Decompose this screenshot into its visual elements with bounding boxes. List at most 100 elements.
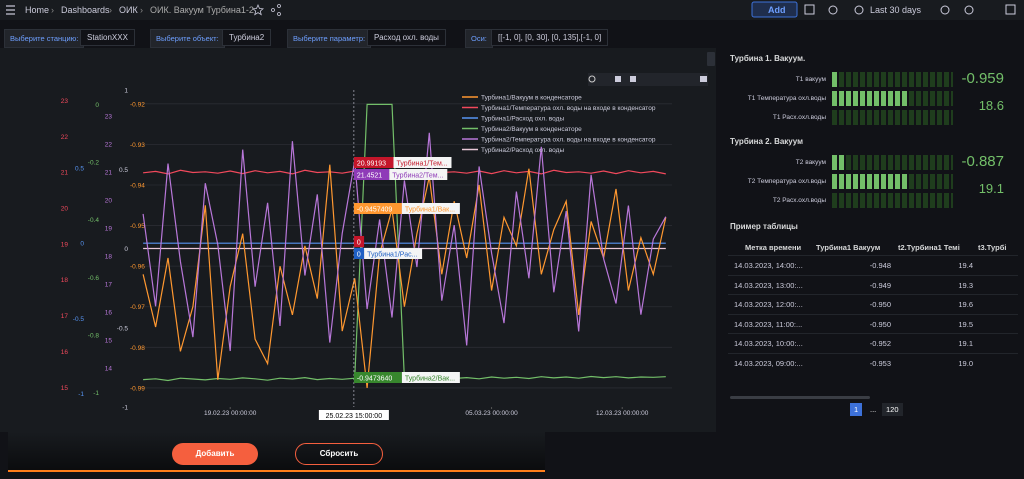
add-button[interactable] [751, 1, 798, 18]
y-tick-label: -0.93 [130, 142, 145, 149]
table-cell: 14.03.2023, 11:00:... [734, 319, 803, 329]
variable-select[interactable]: Расход охл. воды [367, 29, 446, 46]
reset-button[interactable]: Сбросить [295, 443, 383, 465]
table-cell: 14.03.2023, 14:00:... [734, 261, 803, 270]
expand-icon[interactable] [1005, 4, 1016, 15]
crosshair-label: 25.02.23 15:00:00 [326, 413, 383, 420]
table-cell: 19.0 [958, 358, 973, 368]
tool-plus[interactable] [615, 76, 621, 82]
y-tick-label: 16 [105, 309, 113, 316]
y-tick-label: 22 [61, 134, 69, 141]
legend-label: Турбина1/Вакуум в конденсаторе [481, 94, 582, 102]
y-tick-label: -0.6 [88, 275, 100, 282]
table-cell: 14.03.2023, 12:00:... [734, 300, 803, 309]
tooltip-value-bg [353, 248, 365, 259]
gauge-bar [832, 110, 953, 125]
y-tick-label: -0.97 [130, 304, 145, 311]
tooltip-value: 0 [357, 252, 361, 259]
gauge-bar [832, 174, 953, 189]
clock-icon[interactable] [854, 5, 864, 15]
legend-label: Турбина2/Температура охл. воды на входе … [481, 136, 656, 144]
share-icon[interactable] [271, 4, 281, 16]
breadcrumb: ОИК. Вакуум Турбина1-2 [150, 5, 254, 15]
save-icon[interactable] [828, 5, 838, 15]
gauge-fill [832, 72, 837, 87]
table-cell: 19.3 [958, 280, 973, 290]
y-tick-label: -0.98 [130, 345, 145, 352]
refresh-icon[interactable] [964, 5, 974, 15]
page-button[interactable]: ... [870, 405, 877, 414]
y-tick-label: 22 [105, 141, 113, 148]
table-header: t2.Турбина1 Темі [898, 243, 960, 252]
tooltip-value: -0.9473640 [357, 376, 393, 383]
y-tick-label: 19 [105, 225, 113, 232]
variable-select[interactable]: Турбина2 [222, 29, 272, 46]
row-divider [728, 333, 1018, 334]
y-tick-label: 21 [61, 170, 69, 177]
tooltip-name-bg [401, 372, 460, 383]
tooltip-name: Турбина1/Рас... [367, 251, 417, 259]
menu-icon[interactable] [6, 5, 15, 15]
x-tick-label: 19.02.23 00:00:00 [204, 410, 257, 417]
y-tick-label: -0.99 [130, 385, 145, 392]
table-cell: 14.03.2023, 13:00:... [734, 280, 803, 290]
table-cell: -0.950 [869, 300, 891, 309]
add-label[interactable]: Add [768, 5, 786, 15]
table-cell: -0.953 [869, 358, 891, 368]
page-button[interactable]: 1 [850, 403, 863, 416]
breadcrumb[interactable]: Dashboards [61, 5, 110, 15]
legend-label: Турбина1/Температура охл. воды на входе … [481, 104, 656, 112]
variable-input[interactable]: [[-1, 0], [0, 30], [0, 135],[-1, 0] [491, 29, 609, 46]
table-header: Метка времени [745, 243, 802, 252]
sep: › [109, 5, 112, 15]
variable-label: Выберите параметр: [287, 29, 372, 48]
gauge-value: -0.887 [961, 153, 1004, 170]
zoom-out-icon[interactable] [940, 5, 950, 15]
sep: › [51, 5, 54, 15]
gauge-bar [832, 72, 953, 87]
time-range[interactable]: Last 30 days [870, 5, 922, 15]
tooltip-name: Турбина1/Вак... [405, 206, 455, 214]
tool-minus[interactable] [630, 76, 636, 82]
page-button[interactable]: 120 [882, 403, 903, 416]
y-tick-label: 14 [105, 365, 113, 372]
add-button[interactable]: Добавить [172, 443, 258, 465]
tooltip-value-bg [353, 372, 402, 383]
table-cell: 19.6 [958, 300, 973, 309]
star-icon[interactable] [252, 3, 264, 16]
y-tick-label: -0.8 [88, 332, 100, 339]
top-bar [0, 0, 1024, 20]
tooltip-name: Турбина2/Вак... [405, 375, 455, 383]
variable-select[interactable]: StationXXX [80, 29, 135, 46]
settings-icon[interactable] [804, 4, 815, 15]
table-header: Турбина1 Вакуум [816, 243, 881, 252]
breadcrumb[interactable]: ОИК [119, 5, 138, 15]
gauge-label: T1 Расх.охл.воды [772, 114, 826, 121]
panel-menu[interactable] [707, 52, 715, 66]
y-tick-label: 20 [61, 205, 69, 212]
y-tick-label: 15 [61, 385, 69, 392]
x-tick-label: 05.03.23 00:00:00 [465, 410, 518, 417]
legend-label: Турбина2/Вакуум в конденсаторе [481, 125, 582, 133]
tooltip-value: -0.9457409 [357, 207, 393, 214]
y-tick-label: 0 [95, 102, 99, 109]
tooltip-name: Турбина2/Тем... [392, 172, 443, 180]
tooltip-name: Турбина1/Тем... [396, 160, 447, 168]
tooltip-name-bg [389, 169, 448, 180]
tooltip-value-bg [353, 203, 402, 214]
tool-zoom[interactable] [588, 75, 596, 83]
tooltip-value-bg [353, 157, 394, 168]
row-divider [728, 352, 1018, 354]
legend-label: Турбина1/Расход охл. воды [481, 115, 564, 123]
y-tick-label: 15 [105, 337, 113, 344]
tool-menu[interactable] [700, 76, 707, 82]
y-tick-label: -0.92 [130, 101, 145, 108]
gauge-label: T2 Расх.охл.воды [772, 197, 826, 204]
y-tick-label: 20 [105, 197, 113, 204]
scrollbar [730, 396, 870, 399]
tooltip-value: 20.99193 [357, 161, 386, 168]
y-tick-label: 18 [105, 253, 113, 260]
y-tick-label: 21 [105, 169, 113, 176]
breadcrumb[interactable]: Home [25, 5, 50, 15]
